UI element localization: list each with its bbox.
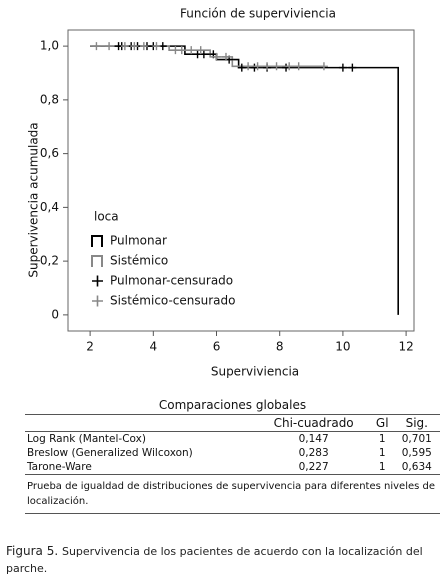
censor-mark	[152, 42, 161, 51]
x-tick-label: 4	[149, 340, 157, 354]
censor-mark	[130, 42, 139, 51]
censor-mark	[253, 62, 262, 71]
censor-mark	[120, 42, 129, 51]
censor-mark	[272, 62, 281, 71]
x-tick-label: 6	[213, 340, 221, 354]
table-row: Log Rank (Mantel-Cox) 0,147 1 0,701	[25, 432, 440, 447]
censor-mark	[285, 62, 294, 71]
table: Chi-cuadrado Gl Sig. Log Rank (Mantel-Co…	[25, 415, 440, 474]
x-tick-label: 8	[276, 340, 284, 354]
censor-mark	[263, 62, 272, 71]
censor-mark	[237, 63, 246, 72]
table-note: Prueba de igualdad de distribuciones de …	[25, 474, 440, 514]
legend-label: Pulmonar-censurado	[110, 274, 233, 288]
table-cell: 0,283	[298, 447, 329, 459]
figure-caption: Figura 5. Supervivencia de los pacientes…	[6, 543, 442, 577]
chart-title: Función de superviviencia	[180, 7, 336, 21]
table-cell: 0,227	[298, 461, 329, 473]
legend-symbol	[91, 235, 103, 247]
table-cell: 1	[378, 433, 386, 445]
y-tick-label: 0,6	[40, 146, 59, 160]
header-row: Chi-cuadrado Gl Sig.	[25, 415, 440, 432]
table-row: Tarone-Ware 0,227 1 0,634	[25, 460, 440, 474]
header-cell: Chi-cuadrado	[273, 416, 354, 430]
censor-mark	[139, 42, 148, 51]
x-tick-label: 12	[398, 340, 413, 354]
censor-mark	[319, 62, 328, 71]
censor-mark	[221, 52, 230, 61]
table-cell: 0,595	[401, 447, 432, 459]
table-cell: Log Rank (Mantel-Cox)	[27, 433, 146, 445]
x-axis-label: Superviviencia	[211, 365, 299, 379]
y-tick-label: 0,8	[40, 92, 59, 106]
legend-symbol	[91, 255, 103, 267]
y-tick-label: 0,4	[40, 200, 59, 214]
table-cell: 0,147	[298, 433, 329, 445]
table-cell: 1	[378, 461, 386, 473]
censor-mark	[105, 42, 114, 51]
plot-frame	[67, 29, 415, 332]
censor-mark	[92, 42, 101, 51]
header-cell: Sig.	[405, 416, 428, 430]
chart: Función de superviviencia Superviviencia…	[27, 7, 415, 379]
censor-mark	[338, 63, 347, 72]
legend-title: loca	[94, 210, 119, 224]
table-cell: Tarone-Ware	[27, 461, 92, 473]
censor-mark	[196, 46, 205, 55]
censor-mark	[294, 62, 303, 71]
caption-label: Figura 5.	[6, 544, 59, 558]
table-cell: 0,701	[401, 433, 432, 445]
table-cell: 1	[378, 447, 386, 459]
table-cell: Breslow (Generalized Wilcoxon)	[27, 447, 193, 459]
censor-mark	[187, 46, 196, 55]
x-tick-label: 10	[335, 340, 350, 354]
y-tick-label: 0	[51, 307, 59, 321]
table-title: Comparaciones globales	[25, 398, 440, 415]
legend-label: Pulmonar	[110, 234, 167, 248]
legend-symbol	[92, 275, 103, 287]
x-tick-label: 2	[86, 340, 94, 354]
censor-mark	[177, 46, 186, 55]
comparison-table: Comparaciones globales Chi-cuadrado Gl S…	[25, 398, 440, 514]
censor-mark	[244, 62, 253, 71]
legend-label: Sistémico-censurado	[110, 294, 236, 308]
censor-mark	[212, 52, 221, 61]
header-cell: Gl	[375, 416, 389, 430]
y-tick-label: 1,0	[40, 39, 59, 53]
caption-text: Supervivencia de los pacientes de acuerd…	[6, 545, 423, 575]
censor-mark	[348, 63, 357, 72]
censor-mark	[199, 50, 208, 59]
table-row: Breslow (Generalized Wilcoxon) 0,283 1 0,59…	[25, 446, 440, 460]
y-tick-label: 0,2	[40, 254, 59, 268]
table-cell: 0,634	[401, 461, 432, 473]
legend-label: Sistémico	[110, 254, 168, 268]
y-axis-label: Supervivencia acumulada	[27, 122, 41, 277]
legend-symbol	[92, 295, 103, 307]
